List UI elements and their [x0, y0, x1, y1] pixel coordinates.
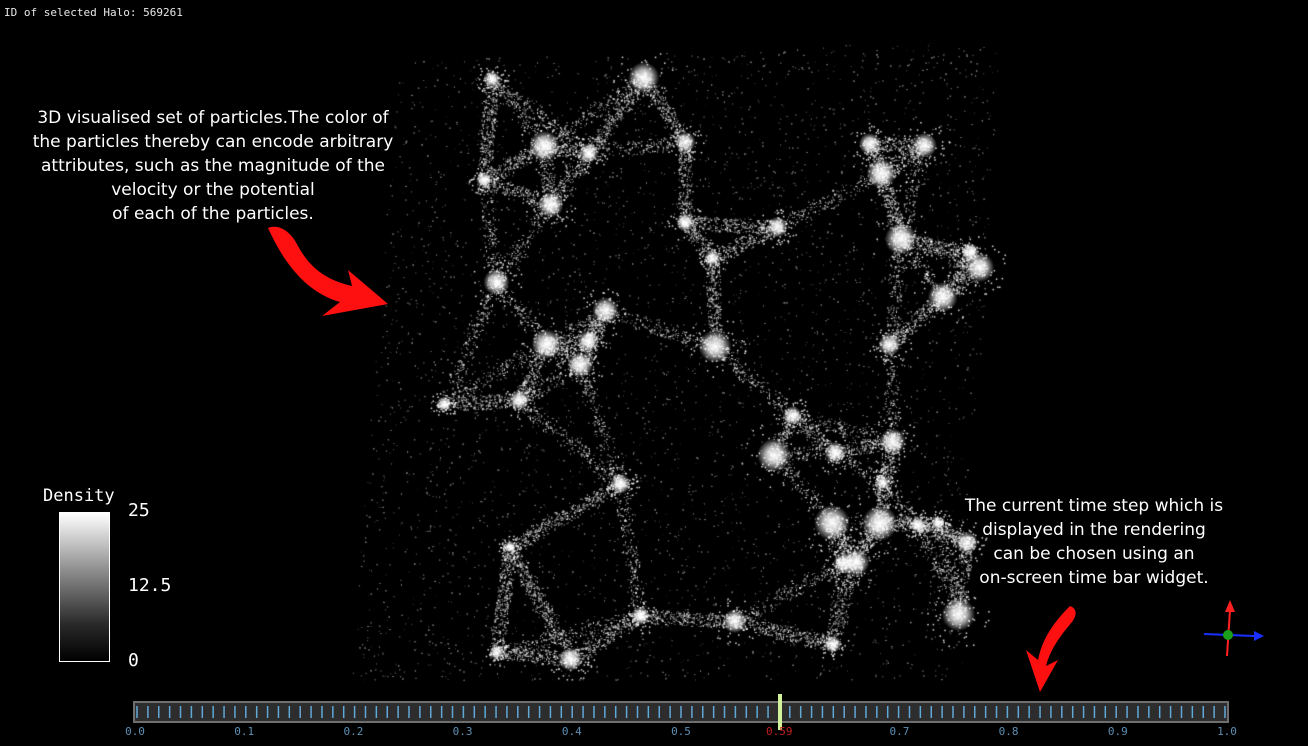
annotation-line: can be chosen using an [993, 544, 1195, 564]
time-bar-ticks [136, 706, 1226, 718]
time-bar-label: 0.59 [766, 725, 793, 738]
particles-annotation: 3D visualised set of particles.The color… [12, 106, 414, 226]
selected-halo-label: ID of selected Halo: [4, 6, 137, 19]
legend-mid-label: 12.5 [128, 575, 172, 596]
legend-max-label: 25 [128, 500, 150, 521]
annotation-line: The current time step which is [964, 496, 1224, 516]
time-bar-label: 0.7 [889, 725, 910, 738]
time-bar-label: 1.0 [1217, 725, 1237, 738]
annotation-line: displayed in the rendering [982, 520, 1206, 540]
annotation-line: the particles thereby can encode arbitra… [32, 132, 394, 152]
time-bar-label: 0.2 [343, 725, 364, 738]
annotation-line: attributes, such as the magnitude of the [40, 156, 385, 176]
annotation-line: of each of the particles. [112, 204, 314, 224]
selected-halo-status: ID of selected Halo: 569261 [4, 6, 183, 19]
annotation-arrow-icon [1026, 606, 1076, 692]
legend-min-label: 0 [128, 650, 139, 671]
axes-orientation-icon[interactable] [1198, 598, 1268, 662]
selected-halo-id: 569261 [143, 6, 183, 19]
time-bar-label: 0.3 [452, 725, 473, 738]
annotation-line: 3D visualised set of particles.The color… [37, 108, 389, 128]
density-colorbar [59, 512, 110, 662]
legend-title: Density [43, 486, 115, 506]
time-bar-label: 0.0 [125, 725, 145, 738]
annotation-line: on-screen time bar widget. [979, 568, 1209, 588]
time-bar-label: 0.9 [1107, 725, 1128, 738]
time-bar-label: 0.5 [671, 725, 691, 738]
annotation-arrow-icon [268, 226, 388, 316]
time-bar-label: 0.1 [234, 725, 255, 738]
annotation-line: velocity or the potential [111, 180, 315, 200]
time-bar-label: 0.8 [998, 725, 1019, 738]
timebar-annotation: The current time step which is displayed… [940, 494, 1248, 590]
time-bar-cursor[interactable] [777, 694, 782, 730]
time-bar-label: 0.4 [561, 725, 582, 738]
time-bar-slider[interactable] [133, 694, 1229, 730]
